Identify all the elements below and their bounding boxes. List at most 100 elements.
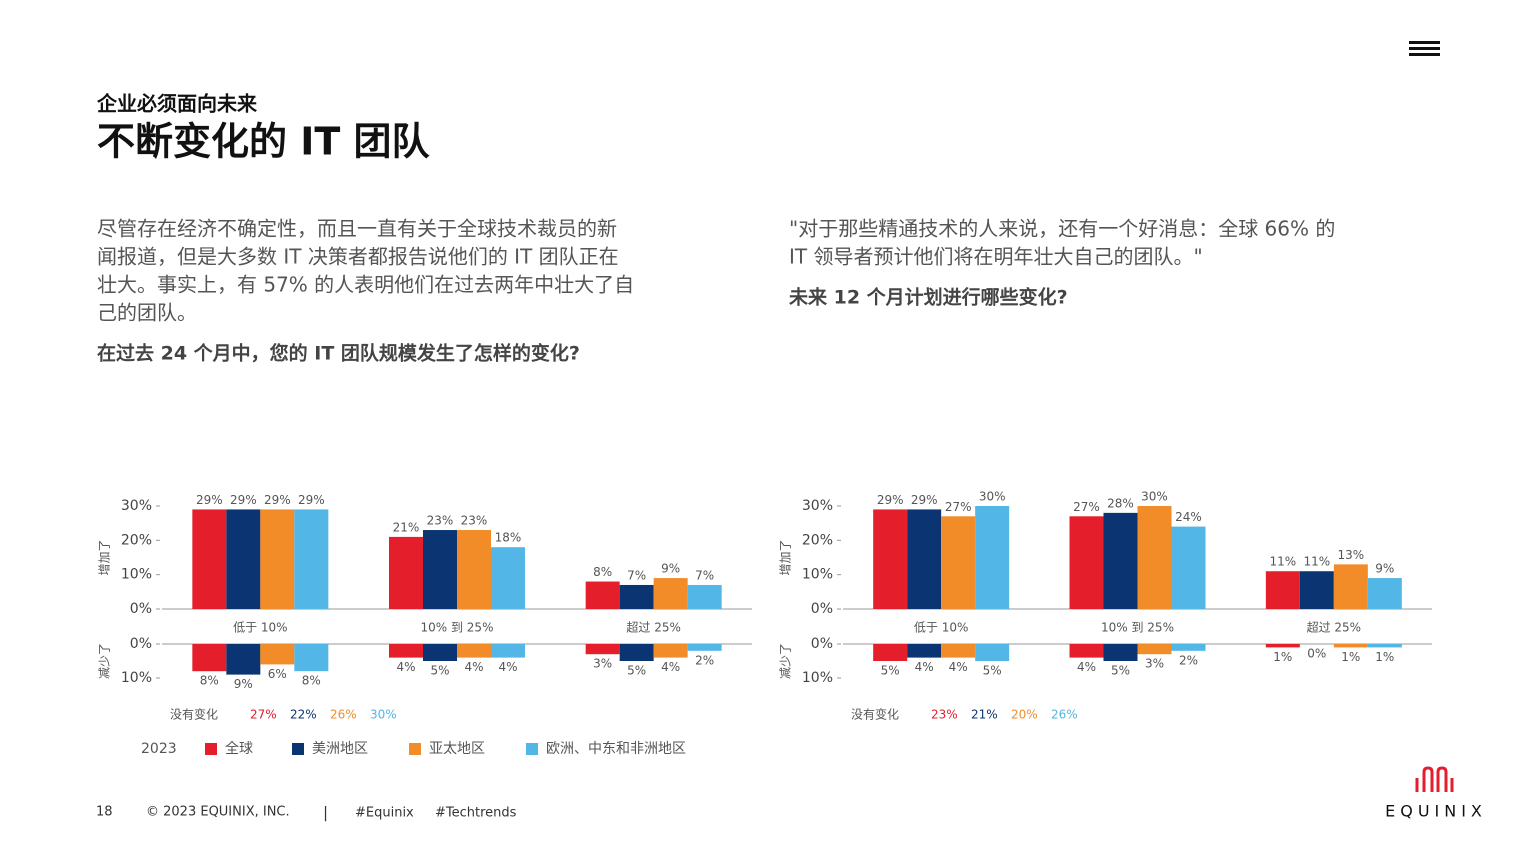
no-change-value: 26% — [1051, 708, 1078, 722]
hashtag[interactable]: #Equinix — [355, 806, 414, 821]
value-label: 29% — [264, 493, 291, 507]
y-tick-label: 10% — [121, 567, 152, 583]
x-tick-label: 超过 25% — [626, 620, 681, 635]
bar — [389, 644, 423, 658]
y-tick-label: 10% — [121, 670, 152, 686]
no-change-label: 没有变化 — [851, 707, 899, 722]
value-label: 5% — [1111, 664, 1130, 678]
panel-label: 增加了 — [98, 539, 112, 575]
bar — [1069, 644, 1104, 658]
bar — [260, 644, 295, 665]
value-label: 4% — [1077, 660, 1096, 674]
copyright: © 2023 EQUINIX, INC. — [146, 805, 290, 820]
logo-mark — [1415, 766, 1454, 792]
legend-swatch — [409, 743, 421, 755]
value-label: 24% — [1175, 510, 1202, 524]
bar — [585, 644, 620, 655]
value-label: 27% — [945, 500, 972, 514]
legend-label: 全球 — [225, 740, 253, 757]
value-label: 11% — [1269, 555, 1296, 569]
menu-icon[interactable] — [1409, 41, 1440, 56]
bar — [653, 578, 688, 609]
bar — [294, 644, 329, 672]
question: 在过去 24 个月中，您的 IT 团队规模发生了怎样的变化? — [97, 342, 580, 365]
menu-line[interactable] — [1409, 53, 1440, 56]
panel-label: 减少了 — [98, 643, 112, 679]
value-label: 8% — [302, 674, 321, 688]
bar — [1137, 644, 1172, 655]
bar — [907, 644, 942, 658]
bar — [1103, 644, 1138, 661]
bar — [226, 509, 261, 609]
bar — [1137, 506, 1172, 609]
bar — [491, 644, 525, 658]
value-label: 29% — [877, 493, 904, 507]
bar — [1069, 516, 1104, 609]
value-label: 23% — [427, 514, 454, 528]
no-change-value: 23% — [931, 708, 958, 722]
bar — [619, 644, 654, 661]
hashtag[interactable]: #Techtrends — [435, 806, 517, 821]
no-change-label: 没有变化 — [170, 707, 218, 722]
bar — [1265, 571, 1300, 609]
bar — [687, 644, 722, 651]
value-label: 5% — [627, 664, 646, 678]
value-label: 29% — [298, 493, 325, 507]
separator: | — [323, 804, 328, 822]
quote-line: "对于那些精通技术的人来说，还有一个好消息：全球 66% 的 — [789, 217, 1335, 241]
bar — [941, 516, 976, 609]
bar — [653, 644, 688, 658]
no-change-value: 26% — [330, 708, 357, 722]
bar — [1333, 644, 1368, 648]
bar — [975, 644, 1010, 661]
y-tick-label: 0% — [130, 636, 152, 652]
value-label: 23% — [461, 514, 488, 528]
legend-label: 亚太地区 — [429, 741, 485, 757]
bar — [873, 509, 908, 609]
bar — [1265, 644, 1300, 648]
value-label: 4% — [396, 660, 415, 674]
no-change-value: 21% — [971, 708, 998, 722]
no-change-value: 20% — [1011, 708, 1038, 722]
value-label: 7% — [627, 568, 646, 582]
bar — [619, 584, 654, 609]
value-label: 27% — [1073, 500, 1100, 514]
bar — [1171, 526, 1206, 609]
y-tick-label: 0% — [811, 636, 833, 652]
bar — [975, 506, 1010, 609]
paragraph-line: 壮大。事实上，有 57% 的人表明他们在过去两年中壮大了自 — [97, 273, 634, 297]
bar — [1333, 564, 1368, 609]
y-tick-label: 20% — [121, 532, 152, 548]
paragraph-line: 己的团队。 — [97, 301, 197, 325]
y-tick-label: 10% — [802, 670, 833, 686]
value-label: 0% — [1307, 647, 1326, 661]
bar — [1171, 644, 1206, 651]
bar — [1103, 512, 1138, 609]
bar — [389, 536, 423, 609]
value-label: 3% — [593, 657, 612, 671]
bar — [585, 581, 620, 609]
legend-swatch — [292, 743, 304, 755]
value-label: 2% — [695, 653, 714, 667]
bar — [1299, 571, 1334, 609]
legend-label: 欧洲、中东和非洲地区 — [546, 741, 686, 757]
menu-line[interactable] — [1409, 47, 1440, 50]
y-tick-label: 30% — [802, 498, 833, 514]
menu-line[interactable] — [1409, 41, 1440, 44]
bar — [873, 644, 908, 661]
value-label: 1% — [1375, 650, 1394, 664]
bar — [1367, 578, 1402, 609]
value-label: 9% — [661, 562, 680, 576]
bar — [192, 509, 227, 609]
page-number: 18 — [96, 805, 113, 820]
value-label: 30% — [1141, 490, 1168, 504]
x-tick-label: 超过 25% — [1307, 620, 1362, 635]
value-label: 1% — [1341, 650, 1360, 664]
bar — [294, 509, 329, 609]
legend-title: 2023 — [141, 741, 177, 757]
bar — [192, 644, 227, 672]
x-tick-label: 10% 到 25% — [421, 621, 494, 635]
value-label: 8% — [593, 565, 612, 579]
